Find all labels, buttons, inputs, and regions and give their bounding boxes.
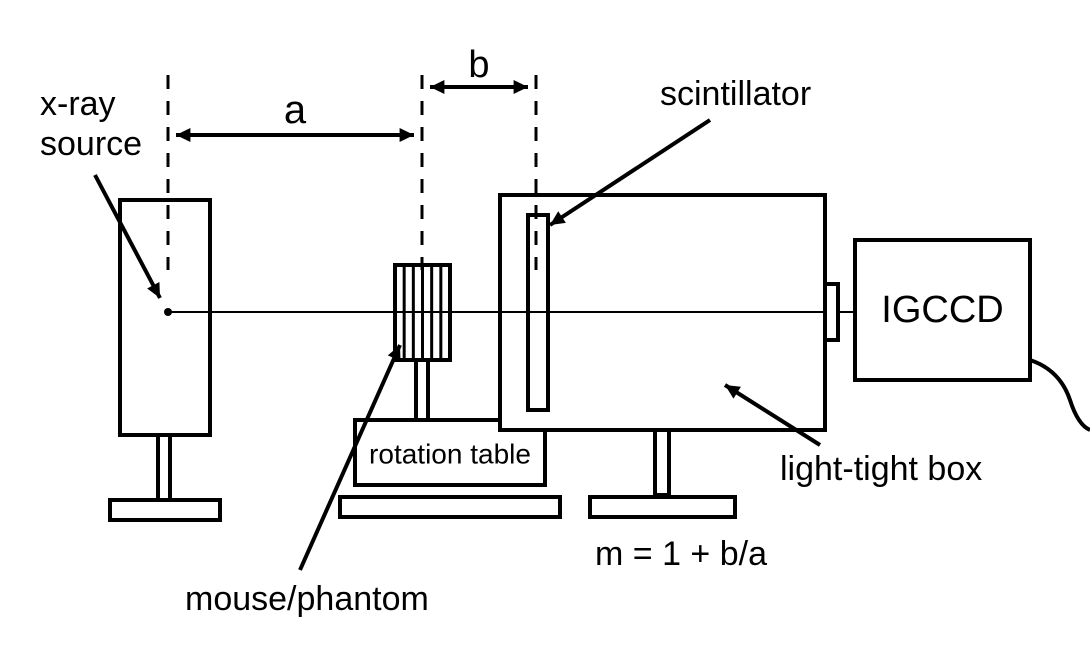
label-a: a xyxy=(284,88,307,132)
ltb-post xyxy=(655,430,669,495)
label-b: b xyxy=(468,44,489,86)
xray-source-base xyxy=(110,500,220,520)
label-mouse-phantom: mouse/phantom xyxy=(185,580,429,618)
lens-stub xyxy=(825,284,838,340)
ccd-cable xyxy=(1030,360,1090,430)
label-xray-source-2: source xyxy=(40,125,142,163)
label-xray-source-1: x-ray xyxy=(40,85,116,123)
label-magnification: m = 1 + b/a xyxy=(595,535,767,573)
phantom-post xyxy=(416,360,428,420)
label-scintillator: scintillator xyxy=(660,75,811,113)
label-ltb: light-tight box xyxy=(780,450,982,488)
label-igccd: IGCCD xyxy=(881,289,1003,331)
ltb-base xyxy=(590,497,735,517)
xray-source-body xyxy=(120,200,210,435)
xray-source-post xyxy=(158,435,170,500)
label-rotation-table: rotation table xyxy=(369,439,531,470)
rotation-base xyxy=(340,497,560,517)
